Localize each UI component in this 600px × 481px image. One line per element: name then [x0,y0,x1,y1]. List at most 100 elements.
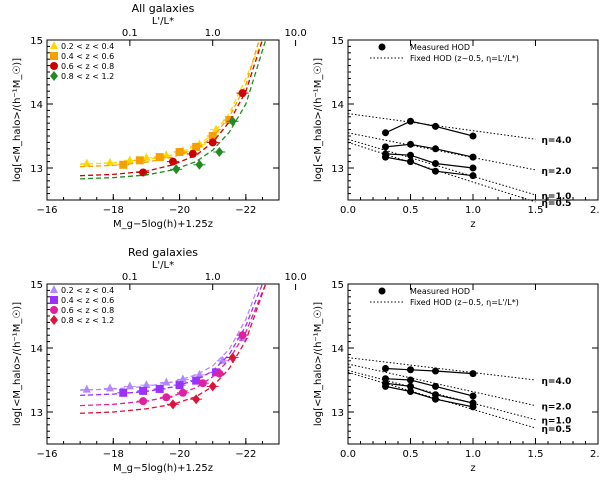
eta-label: η=4.0 [542,377,572,387]
chart-title: Red galaxies [128,246,198,259]
data-point-triangle [125,155,134,164]
top-tick-label: 10.0 [284,28,306,39]
measured-point [432,382,439,390]
measured-hod-line [385,382,474,404]
fixed-hod-line [347,371,536,429]
x-tick-label: 0.5 [403,205,419,216]
data-point-circle [198,379,207,388]
data-point-diamond [208,381,217,392]
data-point-triangle [142,380,151,389]
data-point-diamond [50,71,58,81]
top-tick-label: 1.0 [205,272,221,283]
top-tick-label: 0.1 [122,28,138,39]
legend-entry: Fixed HOD (z~0.5, η=L'/L*) [410,298,519,307]
fixed-hod-line [347,369,536,421]
x-axis-label: M_g−5log(h)+1.25z [113,219,213,230]
x-tick-label: 1.5 [528,205,544,216]
measured-point [432,167,439,175]
fixed-hod-line [347,138,536,196]
data-point-diamond [195,159,204,170]
eta-label: η=2.0 [542,167,572,177]
data-point-circle [50,62,58,70]
panel-red-hod-z: 0.0 0.5 1.0 1.5 2.0 13 14 15 z log[<M_halo>/(h⁻¹M… [313,280,600,474]
legend-entry: 0.4 < z < 0.6 [61,296,114,305]
measured-point [407,151,414,159]
y-tick-label: 13 [30,408,43,419]
data-point-triangle [162,377,171,386]
model-curve [80,40,264,177]
top-tick-label: 1.0 [205,28,221,39]
top-tick-label: 0.1 [122,272,138,283]
eta-label: η=1.0 [542,192,572,202]
panel-all-hod-mag: −16 −18 −20 −22 13 14 15 M_g−5log(h)+1.25z log[<… [12,2,307,230]
data-point-square [175,148,184,156]
data-point-diamond [192,394,201,405]
x-tick-label: −22 [235,205,256,216]
legend-entry: 0.2 < z < 0.4 [61,286,114,295]
series-group [80,284,267,414]
data-point-square [155,384,164,393]
data-point-square [139,386,148,395]
chart-title: All galaxies [132,2,195,15]
data-point-diamond [50,315,58,325]
measured-hod-line [385,367,474,375]
y-tick-label: 13 [30,164,43,175]
data-point-triangle [142,152,151,161]
measured-hod-line [385,120,474,137]
x-tick-label: −18 [103,449,124,460]
y-tick-label: 13 [331,408,344,419]
data-point-diamond [172,164,181,175]
model-curve [80,284,267,414]
y-tick-label: 14 [331,100,344,111]
measured-hod-line [385,143,474,158]
model-curve [80,284,260,391]
data-point-triangle [50,285,58,293]
y-tick-label: 15 [30,280,43,291]
legend-entry: Measured HOD [410,43,470,52]
measured-point [407,117,414,125]
x-tick-label: 1.0 [465,449,481,460]
panel-red-hod-mag: −16 −18 −20 −22 13 14 15 M_g−5log(h)+1.25z log[<… [12,246,307,474]
data-point-diamond [215,147,224,157]
model-curve [80,284,267,407]
data-point-square [225,116,234,124]
data-point-triangle [105,383,114,392]
measured-point [469,392,477,400]
legend-entry: 0.6 < z < 0.8 [61,306,114,315]
measured-point [432,145,439,153]
data-point-triangle [178,374,187,383]
eta-label: η=4.0 [542,136,572,146]
measured-point [432,367,439,375]
y-axis-label: log[<M_halo>/(h⁻¹M_☉)] [313,302,324,426]
data-point-circle [188,149,197,158]
data-point-circle [162,393,171,402]
x-tick-label: 2.0 [590,449,600,460]
eta-label: η=0.5 [542,425,572,435]
x-axis-label: M_g−5log(h)+1.25z [113,463,213,474]
legend-entry: 0.2 < z < 0.4 [61,42,114,51]
fixed-hod-line [347,363,536,407]
eta-label: η=1.0 [542,417,572,427]
data-point-triangle [82,158,91,167]
x-tick-label: 0.0 [340,449,356,460]
y-tick-label: 13 [331,164,344,175]
data-point-circle [208,138,217,147]
x-tick-label: −16 [36,449,57,460]
data-point-square [208,132,217,140]
measured-point [432,395,439,403]
data-point-triangle [195,369,204,378]
data-point-square [192,142,201,151]
x-tick-label: 0.5 [403,449,419,460]
x-tick-label: 1.0 [465,205,481,216]
y-axis-label: log[<M_halo>/(h⁻¹M_☉)] [12,302,23,426]
data-point-circle [238,331,247,340]
fixed-hod-line [347,132,536,171]
top-axis-label: L'/L* [152,260,174,271]
x-tick-label: −16 [36,205,57,216]
measured-hod-line [385,378,474,397]
y-tick-label: 14 [30,100,43,111]
data-point-circle [178,388,187,397]
legend-entry: 0.8 < z < 1.2 [61,72,114,81]
measured-point [432,160,439,168]
x-tick-label: −22 [235,449,256,460]
